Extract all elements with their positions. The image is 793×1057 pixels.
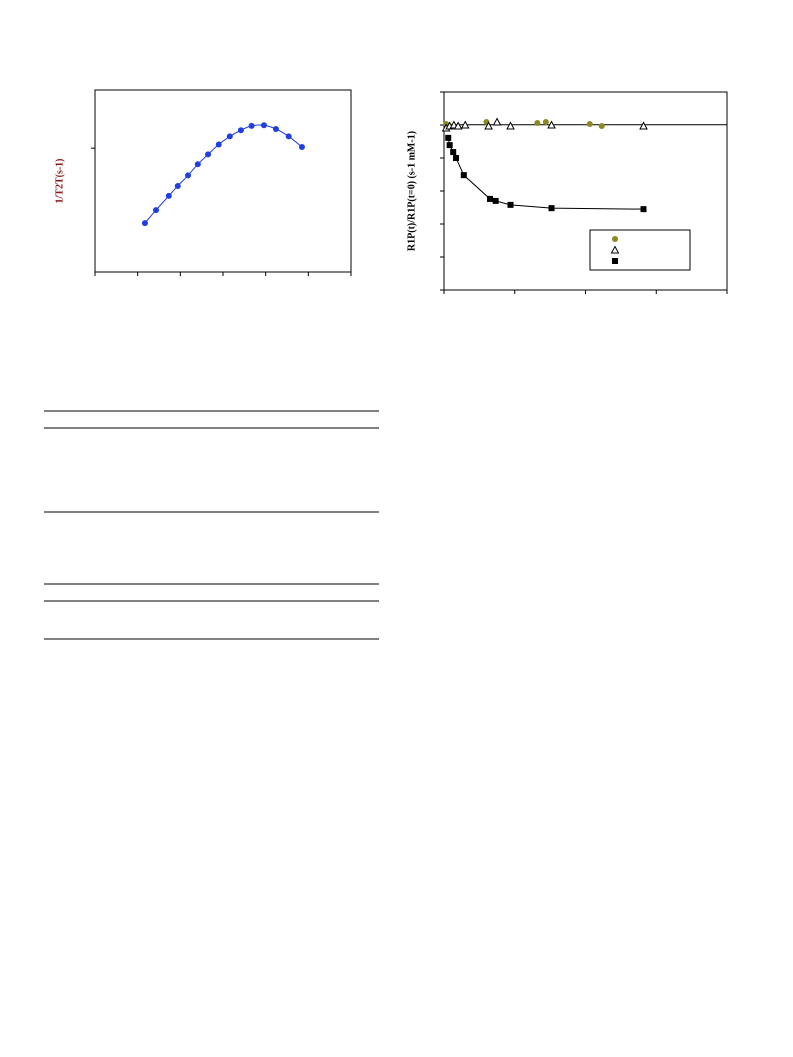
point <box>237 127 244 134</box>
point <box>450 149 457 156</box>
point <box>639 121 648 130</box>
point <box>215 141 222 148</box>
point <box>298 143 305 150</box>
point <box>272 126 279 132</box>
legend-marker <box>612 236 618 242</box>
chart: R1P(t)/R1P(t=0) (s-1 mM-1) <box>406 91 728 294</box>
fit-curve <box>144 124 303 224</box>
plot-frame <box>94 89 352 273</box>
point <box>586 121 593 128</box>
point <box>445 134 452 141</box>
point <box>141 220 148 227</box>
point <box>534 120 541 127</box>
point <box>542 119 549 126</box>
point <box>548 205 555 212</box>
chart: 1/T2T(s-1) <box>54 89 352 276</box>
point <box>547 120 556 129</box>
table-rules <box>44 410 379 640</box>
point <box>153 207 160 214</box>
point <box>226 133 233 140</box>
legend-frame <box>589 229 691 271</box>
legend-marker <box>612 258 618 264</box>
y-axis-label: 1/T2T(s-1) <box>54 159 65 204</box>
point <box>205 151 212 158</box>
point <box>174 182 181 189</box>
point <box>460 120 470 129</box>
point <box>598 122 605 129</box>
point <box>446 142 453 149</box>
point <box>484 121 493 130</box>
point <box>248 122 255 129</box>
point <box>486 195 493 202</box>
point <box>194 161 201 168</box>
fit-curve <box>447 137 644 210</box>
point <box>285 133 292 140</box>
point <box>165 192 172 199</box>
point <box>492 117 502 126</box>
point <box>460 172 467 179</box>
point <box>506 121 515 130</box>
point <box>507 201 514 208</box>
y-axis-label: R1P(t)/R1P(t=0) (s-1 mM-1) <box>406 131 417 251</box>
point <box>185 172 192 179</box>
point <box>640 206 647 213</box>
point <box>453 155 460 161</box>
point <box>260 122 267 129</box>
point <box>453 121 463 130</box>
point <box>492 197 499 204</box>
legend-marker <box>610 245 620 254</box>
